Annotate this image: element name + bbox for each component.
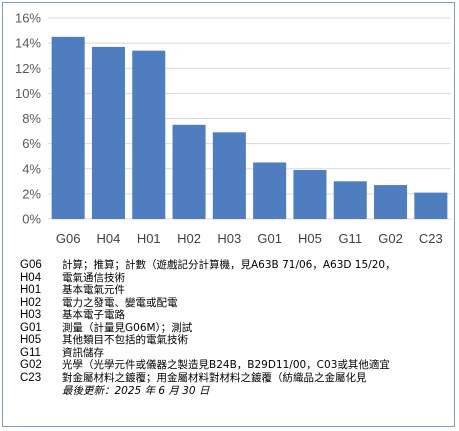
bar-c23 xyxy=(414,192,448,219)
x-tick-label: H04 xyxy=(97,231,121,246)
legend-description: 其他類目不包括的電氣技術 xyxy=(62,334,188,346)
bar-g06 xyxy=(51,36,85,219)
legend-code: G02 xyxy=(20,359,42,371)
y-tick-label: 0% xyxy=(22,212,41,227)
legend-code: H03 xyxy=(20,309,42,321)
legend-row-g06: G06 計算；推算；計數（遊戲記分計算機，見A63B 71/06，A63D 15/… xyxy=(20,259,456,272)
legend-row-h02: H02 電力之發電、變電或配電 xyxy=(20,297,456,310)
y-tick-label: 8% xyxy=(22,111,41,126)
legend-code: C23 xyxy=(20,371,42,384)
y-tick-label: 6% xyxy=(22,136,41,151)
bar-h05 xyxy=(293,170,327,219)
x-tick-label: G01 xyxy=(257,231,282,246)
legend-code: H01 xyxy=(20,284,42,296)
bar-g02 xyxy=(374,185,408,219)
x-tick-label: G02 xyxy=(378,231,403,246)
x-tick-label: G06 xyxy=(56,231,81,246)
bar-g11 xyxy=(333,181,367,219)
legend-description: 電力之發電、變電或配電 xyxy=(62,296,178,309)
y-tick-label: 4% xyxy=(22,161,41,176)
y-tick-label: 16% xyxy=(15,11,41,26)
y-tick-label: 12% xyxy=(15,61,41,76)
code-legend: G06 計算；推算；計數（遊戲記分計算機，見A63B 71/06，A63D 15/… xyxy=(20,259,456,398)
bar-g01 xyxy=(253,162,287,219)
legend-row-h05: H05 其他類目不包括的電氣技術 xyxy=(20,334,456,347)
legend-code: H02 xyxy=(20,296,42,309)
legend-row-g02: G02 光學（光學元件或儀器之製造見B24B，B29D11/00，C03或其他適宜 xyxy=(20,359,456,372)
legend-description: 計算；推算；計數（遊戲記分計算機，見A63B 71/06，A63D 15/20， xyxy=(62,259,396,271)
legend-description: 對金屬材料之鍍覆；用金屬材料對材料之鍍覆（紡織品之金屬化見 xyxy=(62,371,367,384)
bar-h01 xyxy=(132,50,166,219)
y-axis-ticks: 0% 2% 4% 6% 8% 10% 12% 14% 16% xyxy=(15,11,41,227)
legend-description: 基本電子電路 xyxy=(62,309,125,321)
x-tick-label: H03 xyxy=(217,231,241,246)
y-tick-label: 2% xyxy=(22,186,41,201)
legend-row-g01: G01 測量（計量見G06M）；測試 xyxy=(20,322,456,335)
x-tick-label: G11 xyxy=(338,231,362,246)
chart-frame: 0% 2% 4% 6% 8% 10% 12% 14% 16% G06 H04 H01 H02 H03 G0… xyxy=(2,2,455,427)
bar-h02 xyxy=(172,124,206,219)
bar-h03 xyxy=(212,132,246,219)
x-tick-label: H01 xyxy=(137,231,161,246)
legend-description: 光學（光學元件或儀器之製造見B24B，B29D11/00，C03或其他適宜 xyxy=(62,359,390,371)
legend-row-g11: G11 資訊儲存 xyxy=(20,347,456,360)
x-tick-label: H02 xyxy=(177,231,201,246)
legend-code: H05 xyxy=(20,334,42,346)
legend-row-c23: C23 對金屬材料之鍍覆；用金屬材料對材料之鍍覆（紡織品之金屬化見 xyxy=(20,372,456,385)
legend-row-h04: H04 電氣通信技術 xyxy=(20,272,456,285)
x-tick-label: C23 xyxy=(419,231,443,246)
legend-code: G06 xyxy=(20,259,42,271)
x-tick-label: H05 xyxy=(298,231,322,246)
legend-code: G01 xyxy=(20,321,42,334)
bars xyxy=(51,36,448,219)
legend-description: 資訊儲存 xyxy=(62,346,104,359)
legend-code: G11 xyxy=(20,346,41,359)
legend-description: 電氣通信技術 xyxy=(62,271,125,284)
y-tick-label: 14% xyxy=(15,36,41,51)
x-axis-ticks: G06 H04 H01 H02 H03 G01 H05 G11 G02 C23 xyxy=(56,231,443,246)
bar-h04 xyxy=(91,46,125,219)
legend-description: 基本電氣元件 xyxy=(62,284,125,296)
bar-chart: 0%2%4%6%8%10%12%14%16% G06 H04 H01 H02 H03 G0… xyxy=(15,11,451,246)
y-tick-label: 10% xyxy=(15,86,41,101)
legend-row-h03: H03 基本電子電路 xyxy=(20,309,456,322)
legend-code: H04 xyxy=(20,271,42,284)
last-updated-note: 最後更新：2025 年 6 月 30 日 xyxy=(62,385,210,397)
legend-description: 測量（計量見G06M）；測試 xyxy=(62,321,193,334)
legend-row-h01: H01 基本電氣元件 xyxy=(20,284,456,297)
